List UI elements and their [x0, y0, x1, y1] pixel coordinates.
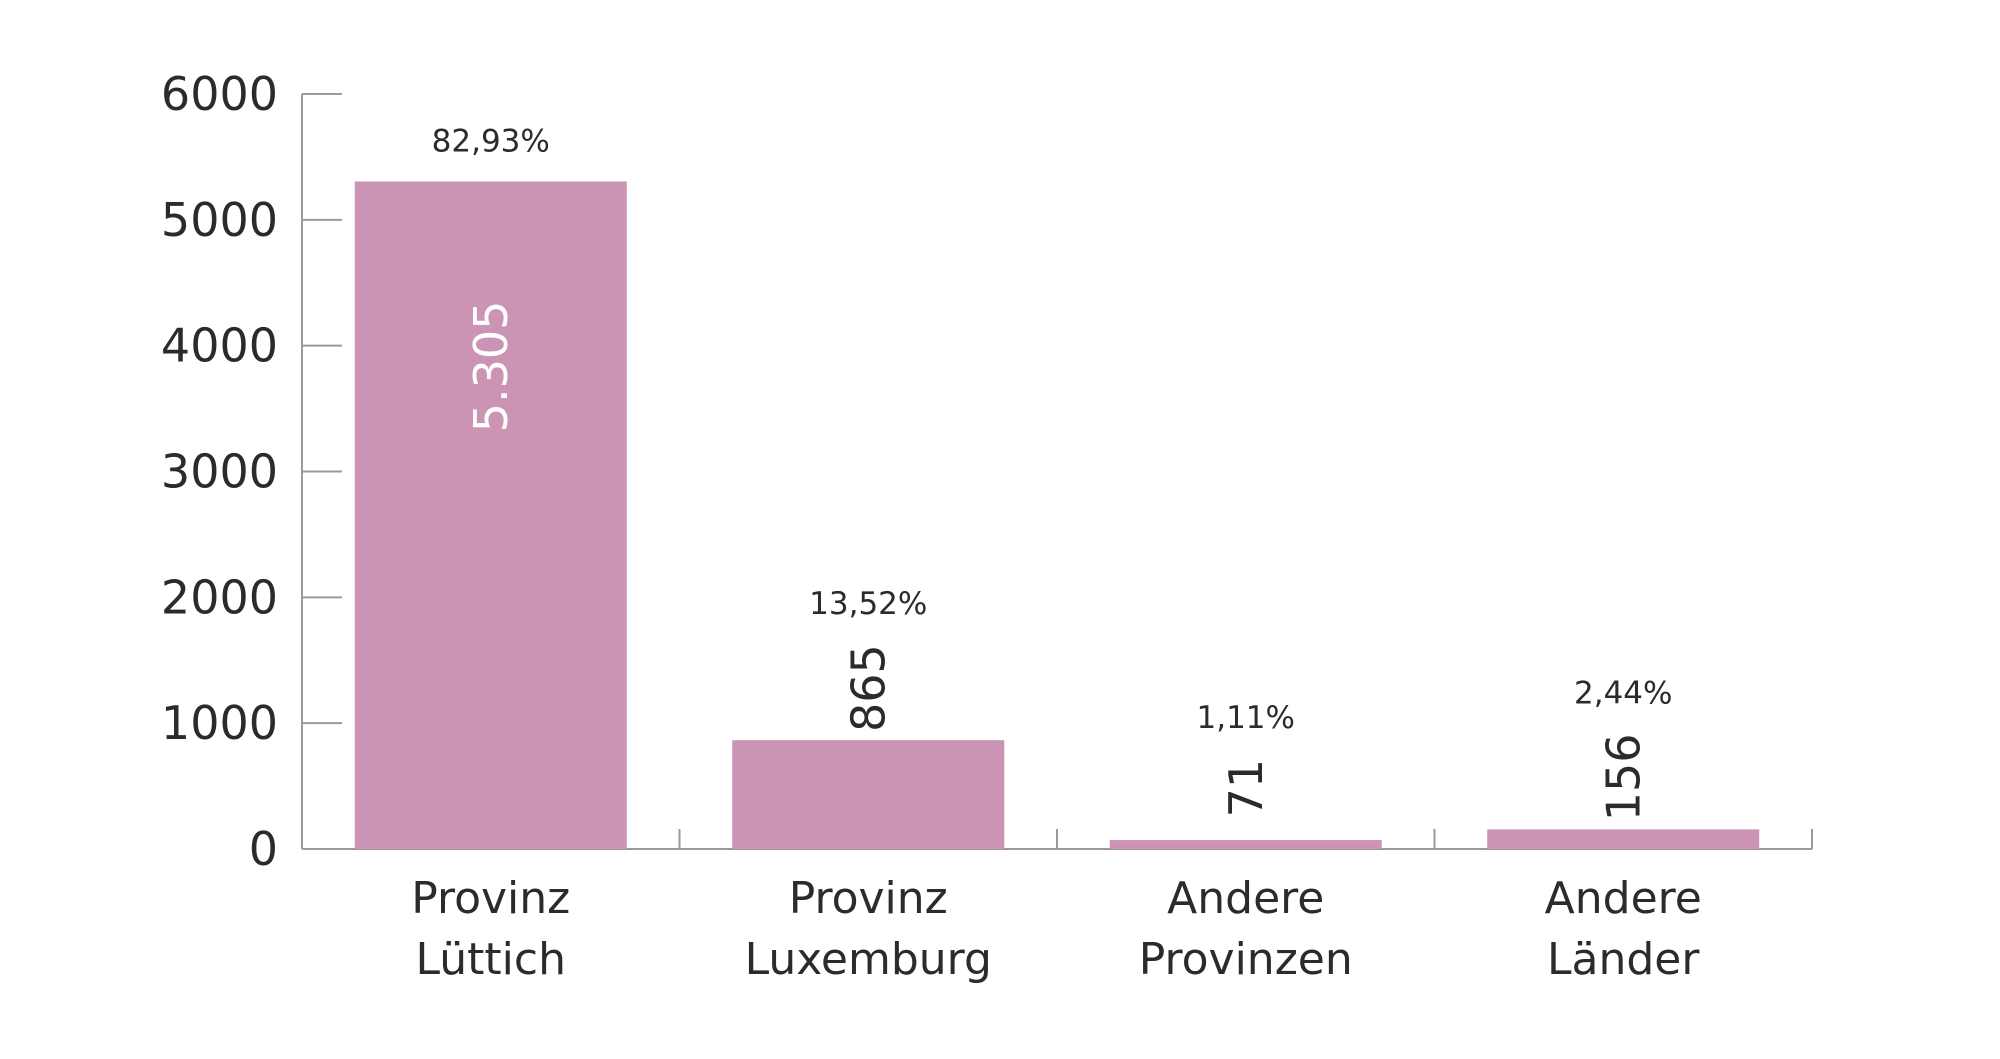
- y-tick-label: 2000: [161, 570, 278, 624]
- y-tick-label: 1000: [161, 696, 278, 750]
- data-labels: 5.305 82,93% 865 13,52% 71 1,11% 156 2,44%: [432, 123, 1673, 821]
- x-tick-label-line: Andere: [1545, 873, 1702, 924]
- bars: [354, 181, 1760, 849]
- bar: [732, 740, 1005, 849]
- x-tick-label: Provinz Lüttich: [411, 873, 570, 985]
- x-tick-label: Andere Länder: [1545, 873, 1702, 985]
- bar-value-label: 865: [841, 644, 895, 732]
- y-tick-label: 6000: [161, 67, 278, 121]
- bar-value-label: 5.305: [464, 301, 518, 433]
- bar-value-label: 156: [1596, 733, 1650, 821]
- bar: [354, 181, 627, 849]
- bar: [1487, 829, 1760, 849]
- x-tick-label-line: Andere: [1167, 873, 1324, 924]
- bar-percent-label: 2,44%: [1574, 675, 1672, 711]
- x-tick-label: Provinz Luxemburg: [745, 873, 992, 985]
- x-tick-label: Andere Provinzen: [1139, 873, 1353, 985]
- bar-percent-label: 82,93%: [432, 123, 550, 159]
- y-tick-label: 4000: [161, 319, 278, 373]
- x-tick-label-line: Lüttich: [416, 934, 566, 985]
- x-tick-label-line: Provinz: [411, 873, 570, 924]
- x-tick-label-line: Provinz: [789, 873, 948, 924]
- y-tick-label: 3000: [161, 445, 278, 499]
- y-axis: 0 1000 2000 3000 4000 5000 6000: [161, 67, 342, 876]
- bar-percent-label: 13,52%: [809, 586, 927, 622]
- x-axis: Provinz Lüttich Provinz Luxemburg Andere Prov…: [302, 829, 1813, 985]
- bar: [1109, 840, 1382, 849]
- x-tick-label-line: Luxemburg: [745, 934, 992, 985]
- y-tick-label: 5000: [161, 193, 278, 247]
- x-tick-label-line: Länder: [1547, 934, 1700, 985]
- bar-value-label: 71: [1219, 759, 1273, 818]
- bar-percent-label: 1,11%: [1197, 700, 1295, 736]
- y-tick-label: 0: [249, 822, 278, 876]
- x-tick-label-line: Provinzen: [1139, 934, 1353, 985]
